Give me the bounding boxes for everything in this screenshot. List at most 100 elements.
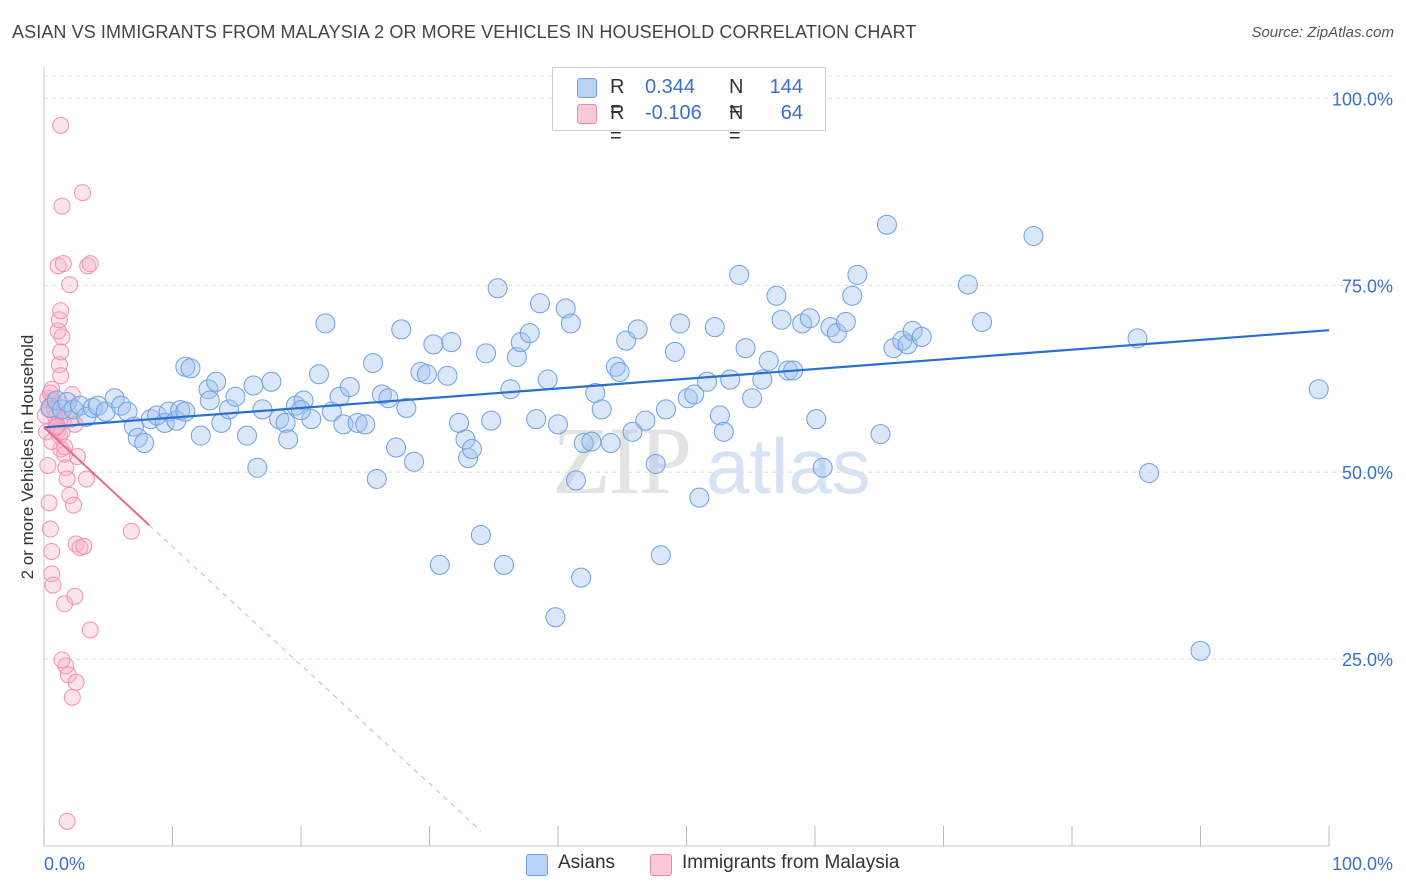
malaysia-point [67, 673, 85, 691]
malaysia-point [65, 496, 83, 514]
y-tick-label: 75.0% [1342, 276, 1393, 296]
malaysia-point [58, 812, 76, 830]
asian-point [293, 390, 314, 411]
asian-point [752, 369, 773, 390]
x-tick-label: 0.0% [44, 854, 85, 874]
asian-point [720, 369, 741, 390]
asian-point [470, 525, 491, 546]
asian-point [548, 414, 568, 435]
asian-point [713, 421, 734, 442]
tick-labels: 25.0% 50.0% 75.0% 100.0% 0.0% 100.0% [44, 89, 1393, 874]
malaysia-point [74, 184, 92, 202]
asian-point [275, 412, 296, 433]
asian-point [199, 390, 220, 411]
asian-point [437, 365, 458, 386]
asian-point [1127, 328, 1148, 349]
malaysia-point [66, 587, 84, 605]
malaysia-point [58, 470, 76, 488]
asian-point [766, 285, 787, 306]
asian-point [605, 356, 626, 377]
asian-point [339, 376, 360, 397]
chart-title: ASIAN VS IMMIGRANTS FROM MALAYSIA 2 OR M… [12, 22, 917, 42]
malaysia-point [53, 651, 71, 669]
asian-point [812, 457, 833, 478]
legend-n-label: N = [729, 76, 744, 121]
asian-point [820, 317, 841, 338]
asian-point [1023, 225, 1044, 246]
asian-point [771, 309, 792, 330]
legend-n-value: 144 [769, 76, 803, 98]
bottom-legend-label-malaysia: Immigrants from Malaysia [682, 852, 900, 873]
asian-point [670, 313, 691, 334]
y-tick-label: 25.0% [1342, 650, 1393, 670]
malaysia-point [61, 276, 79, 294]
bottom-legend-swatch-blue [526, 854, 548, 876]
asian-point [957, 274, 978, 295]
asian-point [278, 429, 299, 450]
malaysia-trend-extension [149, 524, 482, 832]
malaysia-point [44, 576, 62, 594]
asian-point [911, 326, 932, 347]
axes [43, 66, 1330, 847]
asian-point [396, 397, 417, 418]
malaysia-point [52, 302, 70, 320]
asian-point [404, 451, 425, 472]
asian-point [190, 425, 211, 446]
asian-point [386, 437, 407, 458]
asian-point [697, 371, 718, 392]
asian-point [315, 313, 336, 334]
asian-point [461, 439, 482, 460]
watermark: ZIP atlas [552, 407, 871, 514]
asian-point [758, 350, 779, 371]
asian-point [347, 412, 368, 433]
grid-lines [44, 75, 1392, 660]
malaysia-point [79, 257, 97, 275]
asian-point [560, 313, 581, 334]
malaysia-point [81, 255, 99, 273]
x-tick-label: 100.0% [1332, 854, 1393, 874]
asian-point [1139, 462, 1160, 483]
asian-point [704, 317, 725, 338]
malaysia-point [75, 537, 93, 555]
asian-point [180, 358, 201, 379]
asian-point [635, 410, 656, 431]
asian-point [225, 386, 246, 407]
legend-n-value: 64 [780, 102, 803, 124]
asian-point [655, 399, 676, 420]
asian-point [627, 319, 648, 340]
legend-swatch-blue [577, 78, 597, 98]
asian-point [247, 457, 268, 478]
asian-point [371, 384, 392, 405]
asian-point [842, 285, 863, 306]
asian-point [308, 364, 329, 385]
malaysia-point [63, 688, 81, 706]
malaysia-point [61, 486, 79, 504]
bottom-legend-label-asians: Asians [558, 852, 616, 873]
asian-point [684, 384, 705, 405]
asian-point [870, 424, 891, 445]
asian-point [581, 431, 602, 452]
asian-point [362, 353, 383, 374]
asian-point [134, 433, 155, 454]
asian-point [591, 399, 612, 420]
correlation-legend: R = 0.344 N = 144 R = -0.106 N = 64 [552, 67, 826, 147]
legend-r-value: 0.344 [645, 76, 696, 98]
asian-point [423, 334, 444, 355]
asian-point [799, 308, 820, 329]
asian-point [645, 453, 666, 474]
asian-point [876, 214, 897, 235]
asian-point [530, 293, 551, 314]
bottom-legend-swatch-pink [650, 854, 672, 876]
asian-point [677, 388, 698, 409]
asian-point [506, 347, 527, 368]
asian-point [622, 421, 643, 442]
legend-r-label: R = [610, 76, 625, 121]
asian-point [291, 400, 311, 421]
asian-point [709, 405, 730, 426]
asian-point [545, 607, 566, 628]
asian-point [735, 338, 756, 359]
asian-point [650, 545, 671, 566]
asian-point [526, 409, 547, 430]
asian-point [416, 364, 437, 385]
asian-point [571, 567, 592, 588]
